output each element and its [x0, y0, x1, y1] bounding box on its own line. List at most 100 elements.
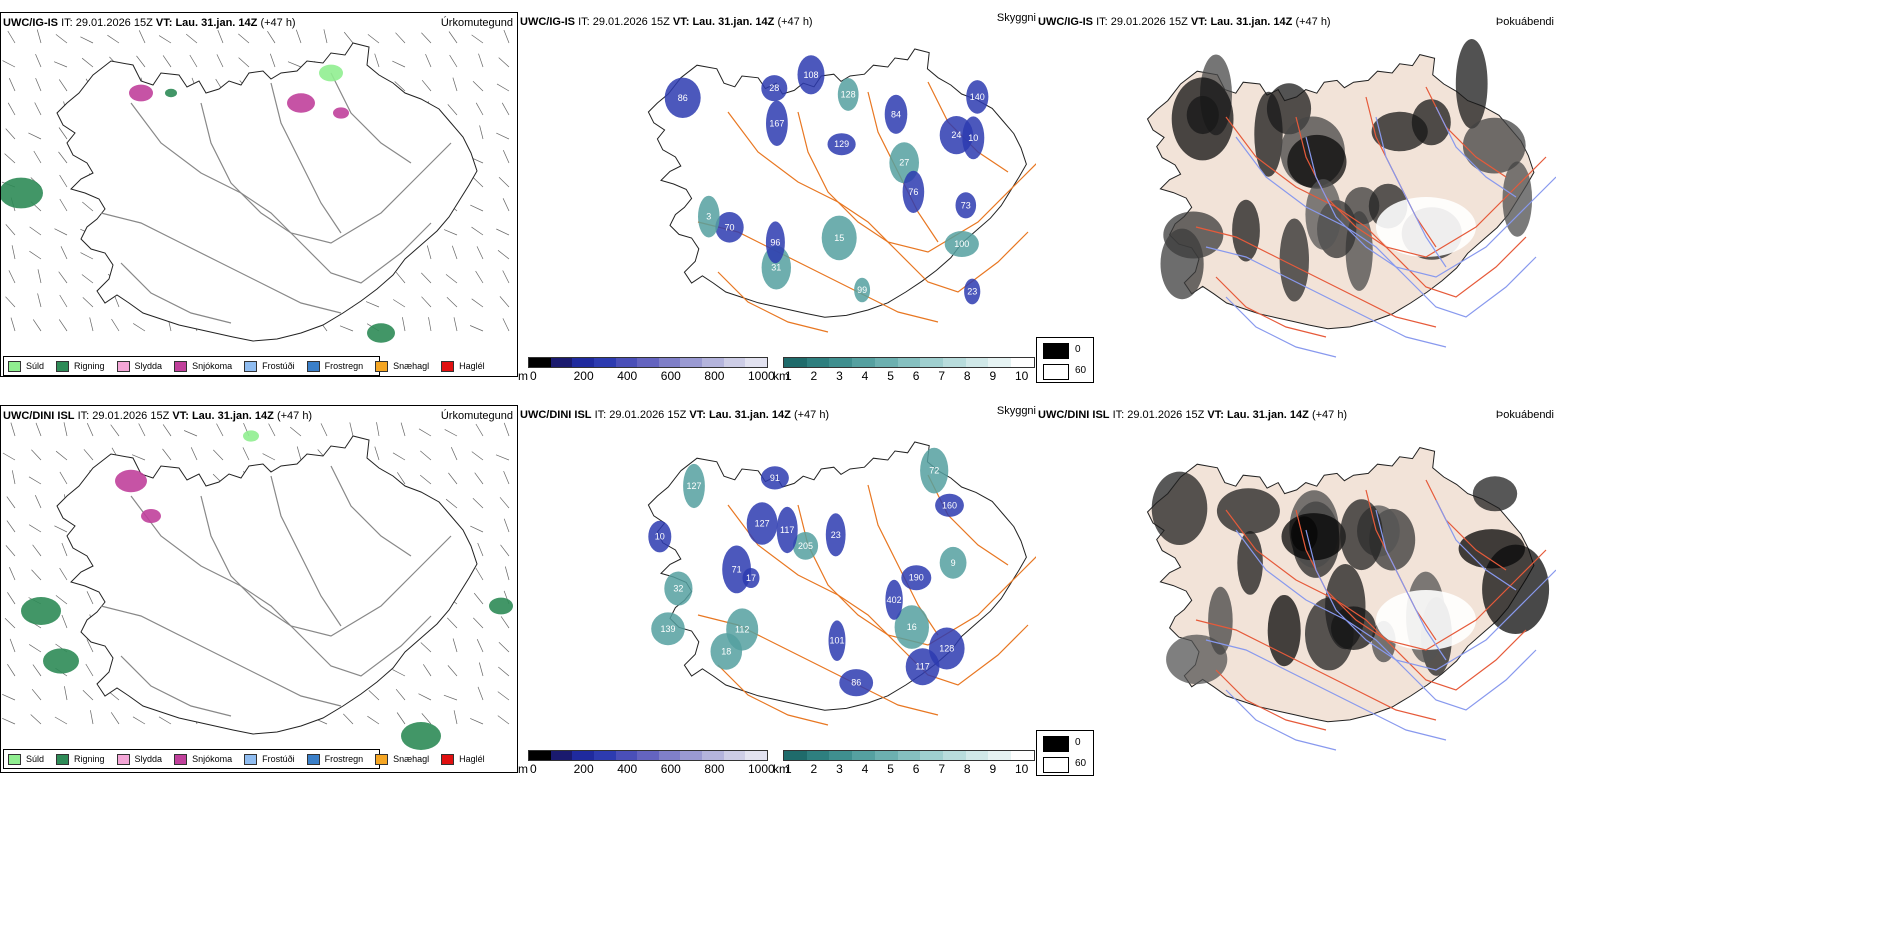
wind-barb: [136, 55, 146, 68]
road-line: [727, 111, 1029, 293]
road-line: [120, 655, 232, 717]
panel-title: Skyggni: [996, 405, 1036, 417]
wind-barb: [448, 31, 458, 44]
precip-legend-item: Rigning: [56, 360, 105, 372]
distance-colorbar-tick-label: 6: [912, 762, 920, 776]
height-colorbar-unit-label: m: [518, 369, 528, 383]
visibility-value-label: 3: [706, 212, 711, 222]
wind-barb: [80, 36, 94, 44]
wind-barb: [374, 446, 380, 461]
wind-barb: [425, 53, 432, 68]
wind-barb: [238, 57, 250, 68]
fog-area: [1305, 179, 1342, 250]
wind-barb: [81, 57, 94, 68]
fog-legend-swatch-1: [1043, 364, 1069, 380]
wind-barb: [470, 525, 484, 533]
distance-colorbar-tick-label: 2: [810, 762, 818, 776]
wind-barb: [183, 430, 198, 437]
wind-barb: [395, 271, 406, 284]
fog-legend-label-0: 0: [1075, 737, 1081, 748]
fog-legend: 0 60: [1036, 730, 1094, 776]
wind-barb: [445, 274, 458, 284]
wind-barb: [86, 591, 94, 605]
wind-barb: [5, 545, 16, 557]
wind-barb: [503, 518, 510, 533]
height-colorbar-swatch: [593, 751, 616, 760]
height-colorbar-swatch: [572, 358, 594, 367]
wind-barb: [7, 102, 16, 116]
wind-barb: [33, 150, 42, 164]
wind-barb: [28, 476, 42, 485]
wind-barb: [376, 422, 380, 437]
visibility-area: [827, 133, 856, 156]
wind-barb: [453, 710, 458, 725]
height-colorbar-tick-label: 0: [530, 369, 537, 383]
iceland-outline: [56, 42, 478, 342]
wind-barb: [392, 669, 406, 677]
height-colorbar-swatch: [550, 358, 573, 367]
precip-legend-item: Snjókoma: [174, 360, 233, 372]
wind-barb: [216, 54, 224, 68]
road-line: [727, 504, 1029, 686]
wind-barb: [54, 525, 68, 533]
wind-barb: [452, 638, 458, 653]
fog-legend-label-0: 0: [1075, 344, 1081, 355]
wind-barb: [8, 270, 16, 284]
distance-colorbar-swatch: [874, 358, 898, 367]
wind-barb: [86, 423, 94, 437]
distance-colorbar-swatch: [897, 358, 921, 367]
wind-barb: [162, 424, 172, 437]
distance-colorbar-swatch: [852, 358, 875, 367]
distance-colorbar-tick-label: 6: [912, 369, 920, 383]
distance-colorbar-swatch: [965, 358, 989, 367]
distance-colorbar-tick-label: 5: [887, 369, 894, 383]
wind-barb: [444, 429, 458, 437]
visibility-value-label: 402: [887, 595, 902, 605]
precip-legend-swatch: [375, 753, 389, 765]
fog-area: [1287, 134, 1347, 189]
wind-barb: [262, 453, 276, 461]
visibility-panel-bottom: UWC/DINI ISL IT: 29.01.2026 15Z VT: Lau.…: [518, 405, 1036, 776]
wind-barb: [502, 318, 510, 332]
road-line: [330, 465, 412, 557]
visibility-value-label: 72: [929, 466, 939, 476]
wind-barb: [242, 447, 250, 461]
wind-barb: [497, 250, 510, 260]
visibility-area: [929, 627, 965, 670]
visibility-value-label: 205: [798, 541, 813, 551]
wind-barb: [476, 246, 484, 260]
distance-colorbar-tick-label: 3: [836, 369, 843, 383]
precip-legend-label: Snjókoma: [192, 361, 233, 371]
precip-legend-label: Haglél: [459, 361, 485, 371]
road-line: [200, 495, 452, 637]
visibility-value-label: 128: [841, 90, 856, 100]
wind-barb: [343, 31, 354, 44]
wind-barb: [59, 567, 68, 581]
fog-area: [1171, 77, 1234, 161]
wind-barb: [477, 686, 484, 701]
wind-barb: [34, 102, 42, 116]
visibility-area: [901, 565, 932, 591]
precip-area: [489, 597, 513, 615]
fog-legend-label-1: 60: [1075, 758, 1087, 769]
fog-map: [1146, 39, 1556, 358]
wind-barb: [418, 693, 432, 701]
wind-barb: [451, 245, 458, 260]
iceland-outline: [56, 435, 478, 735]
precip-legend-swatch: [174, 753, 188, 765]
fog-area: [1160, 228, 1204, 300]
wind-barb: [287, 61, 302, 68]
wind-barb: [29, 250, 42, 260]
wind-barb: [2, 717, 16, 725]
wind-barb: [419, 474, 432, 485]
visibility-area: [760, 466, 789, 490]
wind-barb: [55, 595, 68, 605]
precip-area: [1, 177, 43, 209]
fog-area: [1462, 117, 1526, 174]
precip-map: [2, 422, 513, 750]
wind-barb: [4, 617, 16, 629]
wind-barb: [59, 198, 68, 212]
visibility-value-label: 117: [915, 662, 929, 672]
road-line: [1295, 116, 1547, 258]
distance-colorbar-unit-label: km: [773, 762, 789, 776]
